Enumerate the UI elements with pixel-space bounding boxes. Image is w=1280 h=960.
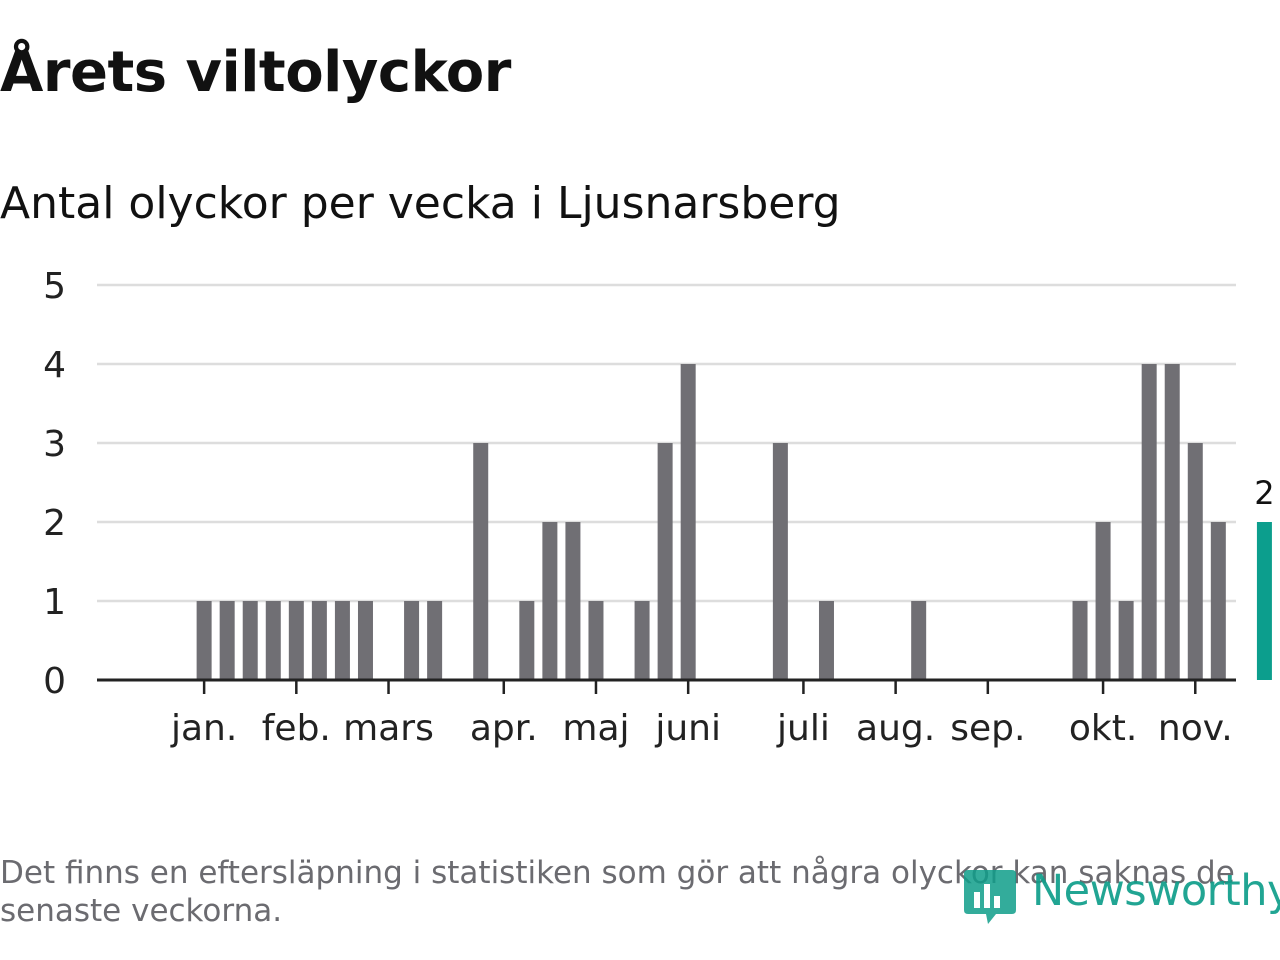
bar-week-13 [427, 601, 443, 680]
newsworthy-logo[interactable]: Newsworthy [962, 862, 1280, 928]
y-tick-label-2: 2 [43, 503, 66, 544]
bar-week-45 [1164, 364, 1180, 680]
newsworthy-logo-icon [964, 870, 1016, 924]
bar-week-42 [1095, 522, 1111, 680]
data-labels: 2 [1254, 474, 1274, 512]
bar-week-30 [818, 601, 834, 680]
y-tick-label-1: 1 [43, 582, 66, 623]
chart-title: Årets viltolyckor [0, 40, 511, 105]
bar-week-23 [657, 443, 673, 680]
x-tick-label-juli: juli [776, 708, 830, 749]
footnote: Det finns en eftersläpning i statistiken… [0, 855, 1235, 929]
y-axis-ticks: 0 1 2 3 4 5 [43, 266, 66, 702]
x-tick-label-juni: juni [654, 708, 721, 749]
x-tick-label-apr: apr. [470, 708, 538, 749]
x-tick-label-jan: jan. [170, 708, 237, 749]
bar-week-18 [542, 522, 558, 680]
bar-week-46 [1187, 443, 1203, 680]
x-axis [97, 678, 1236, 694]
bar-week-12 [404, 601, 420, 680]
x-tick-label-aug: aug. [856, 708, 935, 749]
bar-week-19 [565, 522, 581, 680]
bar-week-44 [1141, 364, 1157, 680]
bar-week-20 [588, 601, 604, 680]
x-tick-label-okt: okt. [1069, 708, 1137, 749]
x-tick-label-feb: feb. [262, 708, 331, 749]
bar-week-9 [334, 601, 350, 680]
y-tick-label-3: 3 [43, 424, 66, 465]
bar-week-6 [265, 601, 281, 680]
bar-week-5 [242, 601, 258, 680]
bar-highlight [1256, 522, 1272, 680]
newsworthy-logo-text: Newsworthy [1032, 866, 1280, 916]
x-tick-label-maj: maj [562, 708, 629, 749]
bar-week-22 [634, 601, 650, 680]
bar-chart: 0 1 2 3 4 5 jan. feb. mars apr. maj juni juli aug. se… [43, 266, 1275, 749]
bar-week-28 [772, 443, 788, 680]
bar-week-24 [680, 364, 696, 680]
bar-week-17 [519, 601, 535, 680]
bar-week-10 [357, 601, 373, 680]
x-tick-label-sep: sep. [950, 708, 1025, 749]
bar-week-41 [1072, 601, 1088, 680]
bar-week-8 [311, 601, 327, 680]
x-axis-month-labels: jan. feb. mars apr. maj juni juli aug. sep. okt. n… [170, 708, 1233, 749]
bar-week-43 [1118, 601, 1134, 680]
bar-week-15 [473, 443, 489, 680]
bar-week-3 [196, 601, 212, 680]
x-tick-label-nov: nov. [1158, 708, 1233, 749]
y-tick-label-4: 4 [43, 345, 66, 386]
bars [196, 364, 1272, 680]
bar-week-7 [288, 601, 304, 680]
y-tick-label-0: 0 [43, 661, 66, 702]
chart-subtitle: Antal olyckor per vecka i Ljusnarsberg [0, 178, 841, 229]
y-tick-label-5: 5 [43, 266, 66, 307]
data-label-highlight: 2 [1254, 474, 1274, 512]
x-tick-label-mars: mars [343, 708, 434, 749]
bar-week-47 [1210, 522, 1226, 680]
bar-week-4 [219, 601, 235, 680]
bar-week-34 [911, 601, 927, 680]
